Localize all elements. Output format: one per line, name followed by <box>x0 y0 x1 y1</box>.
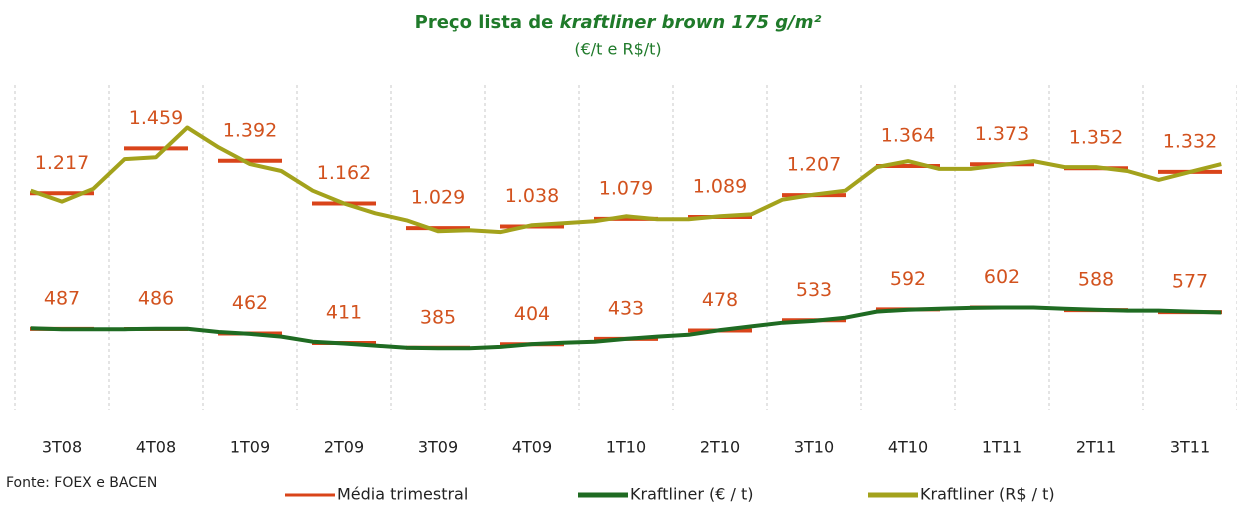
average-label: 433 <box>608 297 644 319</box>
x-tick-label: 4T09 <box>512 438 552 457</box>
source: Fonte: FOEX e BACEN <box>6 475 157 491</box>
x-tick-label: 1T10 <box>606 438 646 457</box>
average-label: 1.332 <box>1163 130 1217 152</box>
average-label: 602 <box>984 266 1020 288</box>
average-label: 1.352 <box>1069 127 1123 149</box>
legend-label: Média trimestral <box>337 485 468 504</box>
average-label: 385 <box>420 306 456 328</box>
x-tick-label: 3T08 <box>42 438 82 457</box>
average-label: 1.089 <box>693 176 747 198</box>
average-label: 411 <box>326 301 362 323</box>
average-label: 1.373 <box>975 123 1029 145</box>
x-tick-label: 2T09 <box>324 438 364 457</box>
average-label: 486 <box>138 288 174 310</box>
average-label: 1.217 <box>35 152 89 174</box>
x-tick-label: 4T10 <box>888 438 928 457</box>
average-label: 533 <box>796 279 832 301</box>
x-tick-label: 4T08 <box>136 438 176 457</box>
x-tick-label: 1T11 <box>982 438 1022 457</box>
x-tick-label: 2T11 <box>1076 438 1116 457</box>
average-label: 1.038 <box>505 185 559 207</box>
x-tick-label: 3T11 <box>1170 438 1210 457</box>
average-label: 1.079 <box>599 177 653 199</box>
average-label: 462 <box>232 292 268 314</box>
series-line <box>30 305 1222 351</box>
x-tick-label: 1T09 <box>230 438 270 457</box>
average-label: 1.162 <box>317 162 371 184</box>
average-label: 588 <box>1078 269 1114 291</box>
average-label: 478 <box>702 289 738 311</box>
average-label: 592 <box>890 268 926 290</box>
average-label: 404 <box>514 303 550 325</box>
average-label: 1.364 <box>881 124 935 146</box>
legend-label: Kraftliner (€ / t) <box>630 485 754 504</box>
average-label: 577 <box>1172 271 1208 293</box>
average-label: 1.207 <box>787 154 841 176</box>
series-line <box>30 125 1222 235</box>
legend-label: Kraftliner (R$ / t) <box>920 485 1055 504</box>
title-text: Preço lista de <box>415 12 554 33</box>
average-label: 1.029 <box>411 187 465 209</box>
average-label: 487 <box>44 287 80 309</box>
average-label: 1.392 <box>223 119 277 141</box>
chart-subtitle: (€/t e R$/t) <box>574 40 661 59</box>
x-tick-label: 3T09 <box>418 438 458 457</box>
title-emphasis: kraftliner brown 175 g/m² <box>560 12 822 33</box>
average-label: 1.459 <box>129 107 183 129</box>
chart-title: Preço lista de kraftliner brown 175 g/m² <box>415 12 822 33</box>
x-tick-label: 2T10 <box>700 438 740 457</box>
x-tick-label: 3T10 <box>794 438 834 457</box>
